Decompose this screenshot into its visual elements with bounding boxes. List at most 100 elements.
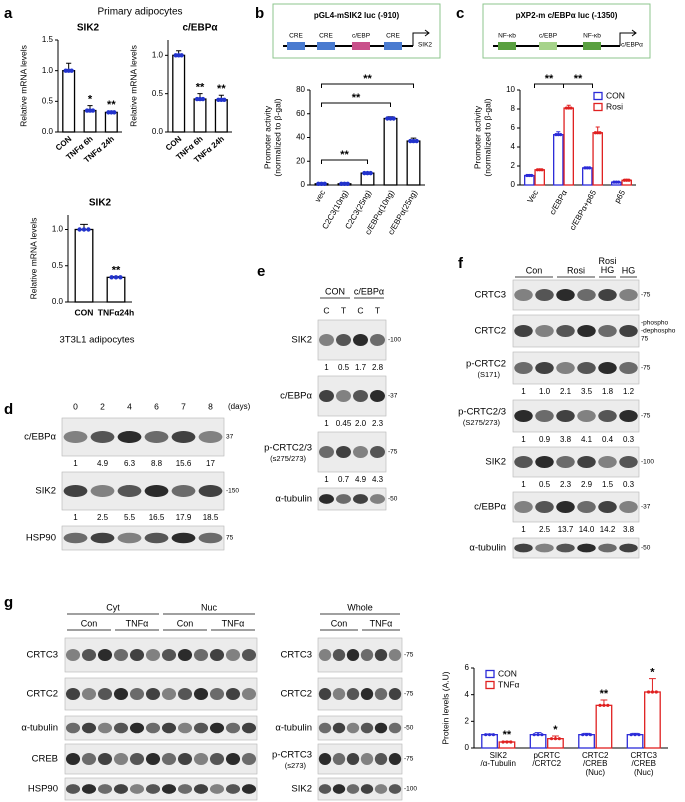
band <box>97 753 113 765</box>
band <box>177 753 193 765</box>
data-point <box>598 703 602 707</box>
band <box>318 722 332 734</box>
quantification: 13.7 <box>558 525 574 534</box>
quantification: 0.4 <box>602 435 614 444</box>
quantification: 2.3 <box>560 480 572 489</box>
row-sublabel: (S275/273) <box>463 418 501 427</box>
row-label: c/EBPα <box>280 391 312 402</box>
row-label: α-tubulin <box>275 723 312 734</box>
significance: ** <box>112 265 121 277</box>
data-point <box>585 166 589 170</box>
y-tick-label: 2 <box>511 161 516 170</box>
y-axis-label: Relative mRNA levels <box>18 45 28 127</box>
data-point <box>368 170 373 176</box>
data-point <box>629 733 633 737</box>
promoter-element <box>583 42 601 50</box>
band <box>193 753 209 765</box>
band <box>225 753 241 765</box>
panel-letter: g <box>4 594 13 611</box>
band <box>346 688 360 700</box>
bracket <box>563 83 593 88</box>
quantification: 1.2 <box>623 387 635 396</box>
blot-panel <box>64 715 258 741</box>
data-point <box>554 133 558 137</box>
band <box>318 649 332 661</box>
band <box>535 362 554 374</box>
group-label: TNFα <box>369 618 393 629</box>
bar <box>563 107 574 186</box>
band <box>374 722 388 734</box>
mw-label: -dephospho <box>641 328 676 335</box>
y-tick-label: 2 <box>465 716 470 725</box>
band <box>360 784 374 794</box>
data-point <box>179 53 184 58</box>
mw-label: 75 <box>226 535 234 542</box>
panel-letter: a <box>4 5 13 22</box>
band <box>161 753 177 765</box>
group-label: Con <box>525 265 543 276</box>
band <box>241 784 257 794</box>
lane-label: 8 <box>208 401 213 411</box>
quantification: 1 <box>521 480 526 489</box>
data-point <box>365 170 370 176</box>
bar <box>62 70 76 133</box>
blot-panel <box>512 314 640 348</box>
element-label: c/EBP <box>539 33 557 40</box>
panel-letter: c <box>456 5 464 22</box>
y-tick-label: 0.0 <box>52 297 64 306</box>
band <box>81 784 97 794</box>
x-tick-label: TNFα24h <box>98 307 134 317</box>
data-point <box>391 116 396 121</box>
band <box>171 431 196 443</box>
x-tick-label: CON <box>75 307 94 317</box>
mw-label: -75 <box>641 292 651 299</box>
blot-panel <box>512 279 640 311</box>
quantification: 4.1 <box>581 435 593 444</box>
band <box>198 431 223 443</box>
band <box>514 501 533 513</box>
blot-panel <box>512 351 640 385</box>
data-point <box>530 173 534 178</box>
band <box>514 543 533 553</box>
data-point <box>535 168 539 172</box>
quantification: 8.8 <box>151 459 163 468</box>
data-point <box>567 106 571 110</box>
band <box>198 485 223 497</box>
quantification: 0.3 <box>623 435 635 444</box>
band <box>65 784 81 794</box>
group-label: Con <box>80 618 98 629</box>
band <box>370 334 385 346</box>
bar <box>104 111 118 133</box>
chart-title: SIK2 <box>77 23 100 34</box>
promoter-title: pGL4-mSIK2 luc (-910) <box>314 11 400 20</box>
quantification: 1.7 <box>355 363 367 372</box>
significance: ** <box>196 82 205 94</box>
band <box>113 649 129 661</box>
data-point <box>81 227 87 232</box>
blot-panel <box>64 777 258 801</box>
lane-label: C <box>357 305 363 315</box>
band <box>619 325 638 337</box>
quantification: 1.8 <box>602 387 614 396</box>
quantification: 0.3 <box>623 480 635 489</box>
panel-letter: e <box>257 263 265 280</box>
band <box>129 784 145 794</box>
bracket <box>321 159 368 164</box>
band <box>332 753 346 765</box>
band <box>388 753 402 765</box>
band <box>346 784 360 794</box>
legend-label: CON <box>498 668 517 678</box>
band <box>113 753 129 765</box>
data-point <box>487 733 492 737</box>
lane-label: 0 <box>73 401 78 411</box>
blot-panel <box>317 743 403 775</box>
lane-note: (days) <box>228 402 251 411</box>
band <box>598 325 617 337</box>
blot-panel <box>317 637 403 673</box>
x-tick-label: CRTC2 /CREB (Nuc) <box>581 751 609 777</box>
band <box>145 784 161 794</box>
band <box>353 390 368 402</box>
quantification: 1 <box>521 525 526 534</box>
band <box>209 722 225 734</box>
data-point <box>557 737 561 741</box>
